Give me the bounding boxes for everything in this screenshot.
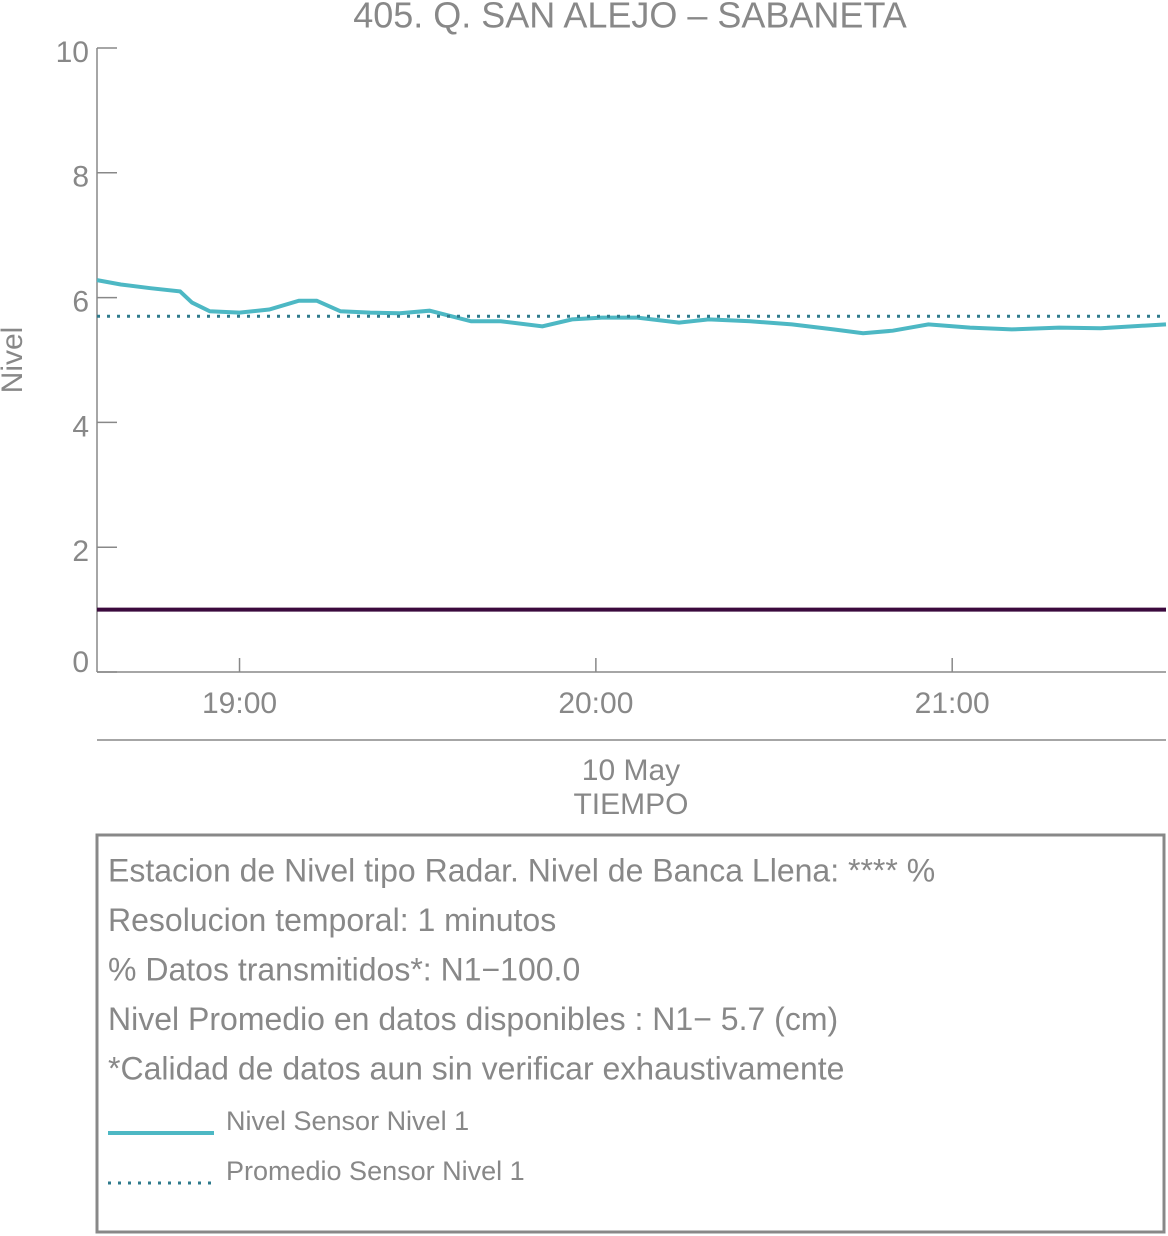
legend-label: Promedio Sensor Nivel 1 (226, 1156, 525, 1186)
info-text: Estacion de Nivel tipo Radar. Nivel de B… (108, 852, 935, 888)
chart-title: 405. Q. SAN ALEJO – SABANETA (353, 0, 907, 36)
info-text: % Datos transmitidos*: N1−100.0 (108, 951, 580, 987)
info-text: *Calidad de datos aun sin verificar exha… (108, 1050, 844, 1086)
series-line (96, 278, 1167, 336)
y-tick-label: 0 (72, 646, 89, 679)
info-text: Resolucion temporal: 1 minutos (108, 902, 556, 938)
y-tick-label: 6 (72, 286, 89, 319)
info-text: Nivel Promedio en datos disponibles : N1… (108, 1001, 838, 1037)
y-axis-label: Nivel (0, 327, 29, 394)
legend-label: Nivel Sensor Nivel 1 (226, 1106, 469, 1136)
x-tick-label: 20:00 (558, 687, 633, 720)
x-tick-label: 19:00 (202, 687, 277, 720)
info-box (95, 833, 1166, 1234)
x-tick-label: 21:00 (915, 687, 990, 720)
y-tick-label: 10 (56, 36, 89, 69)
y-tick-label: 8 (72, 161, 89, 194)
y-tick-label: 2 (72, 535, 89, 568)
x-date-label: 10 May (582, 754, 680, 787)
y-tick-label: 4 (72, 410, 89, 443)
x-axis-label: TIEMPO (573, 788, 688, 821)
